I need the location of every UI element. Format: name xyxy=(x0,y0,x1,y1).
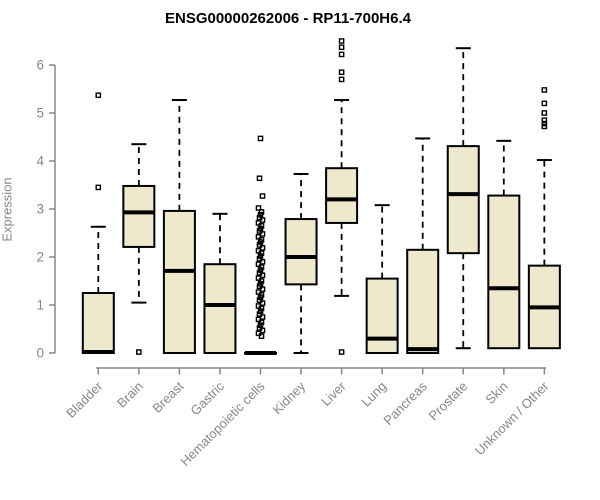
outlier-point xyxy=(258,333,265,340)
outlier-point xyxy=(257,253,264,259)
outlier-point xyxy=(259,272,266,279)
outlier-point xyxy=(256,256,263,262)
outlier-point xyxy=(258,319,265,326)
x-category-label: Kidney xyxy=(269,378,308,417)
box-iqr xyxy=(203,263,237,355)
y-tick-label: 1 xyxy=(36,298,44,313)
outlier-point xyxy=(255,316,262,323)
y-tick-label: 2 xyxy=(36,250,44,265)
y-tick-label: 4 xyxy=(36,154,44,169)
y-tick-label: 0 xyxy=(36,346,44,361)
x-category-label: Lung xyxy=(358,379,389,410)
x-category-label: Liver xyxy=(318,378,349,409)
x-category-label: Breast xyxy=(149,378,186,415)
box-iqr xyxy=(284,218,318,286)
y-tick-label: 5 xyxy=(36,106,44,121)
outlier-point xyxy=(258,209,265,215)
outlier-point xyxy=(257,211,264,218)
outlier-point xyxy=(258,250,265,256)
outlier-point xyxy=(258,305,265,312)
outlier-point xyxy=(541,100,548,107)
chart-title: ENSG00000262006 - RP11-700H6.4 xyxy=(164,10,411,27)
outlier-point xyxy=(338,349,345,355)
outlier-point xyxy=(256,311,263,317)
outlier-point xyxy=(255,330,262,337)
outlier-point xyxy=(95,92,102,99)
outlier-point xyxy=(256,175,263,182)
outlier-point xyxy=(338,51,345,58)
outlier-point xyxy=(259,217,266,223)
outlier-point xyxy=(258,264,265,270)
x-category-label: Unknown / Other xyxy=(472,378,552,458)
outlier-point xyxy=(259,286,266,292)
outlier-point xyxy=(136,349,142,355)
box-iqr xyxy=(487,194,521,350)
outlier-point xyxy=(259,245,266,251)
outlier-point xyxy=(541,117,548,123)
x-category-label: Gastric xyxy=(187,378,227,418)
outlier-point xyxy=(541,87,548,93)
outlier-point xyxy=(259,327,266,334)
outlier-point xyxy=(256,297,263,304)
outlier-point xyxy=(541,120,548,127)
box-iqr xyxy=(406,248,440,354)
outlier-point xyxy=(338,69,345,75)
outlier-point xyxy=(338,44,345,51)
outlier-point xyxy=(258,222,265,229)
box-iqr xyxy=(325,167,359,224)
outlier-point xyxy=(257,294,264,301)
box-iqr xyxy=(365,277,399,355)
outlier-point xyxy=(259,193,266,199)
outlier-point xyxy=(257,135,264,142)
x-category-label: Bladder xyxy=(63,378,106,421)
box-iqr xyxy=(446,145,480,255)
outlier-point xyxy=(259,231,266,237)
outlier-point xyxy=(259,300,266,306)
outlier-point xyxy=(257,239,264,245)
box-iqr xyxy=(81,292,115,354)
x-category-label: Prostate xyxy=(426,379,471,424)
outlier-point xyxy=(255,234,262,240)
outlier-point xyxy=(255,275,262,281)
box-iqr xyxy=(162,209,196,354)
outlier-point xyxy=(255,205,262,211)
x-category-label: Brain xyxy=(114,379,146,411)
outlier-point xyxy=(257,322,264,328)
outlier-point xyxy=(255,261,262,268)
x-category-label: Pancreas xyxy=(380,378,430,428)
outlier-point xyxy=(338,76,345,83)
y-tick-label: 6 xyxy=(36,58,44,73)
y-tick-label: 3 xyxy=(36,202,44,217)
outlier-point xyxy=(541,123,548,130)
box-iqr xyxy=(122,184,156,248)
x-category-label: Skin xyxy=(482,379,510,407)
outlier-point xyxy=(258,278,265,284)
outlier-point xyxy=(255,289,262,295)
outlier-point xyxy=(257,267,264,273)
outlier-point xyxy=(256,228,263,234)
outlier-point xyxy=(541,110,548,116)
outlier-point xyxy=(95,184,102,191)
outlier-point xyxy=(338,38,345,44)
outlier-point xyxy=(257,308,264,315)
outlier-point xyxy=(256,283,263,290)
outlier-point xyxy=(256,242,263,248)
outlier-point xyxy=(255,220,262,226)
